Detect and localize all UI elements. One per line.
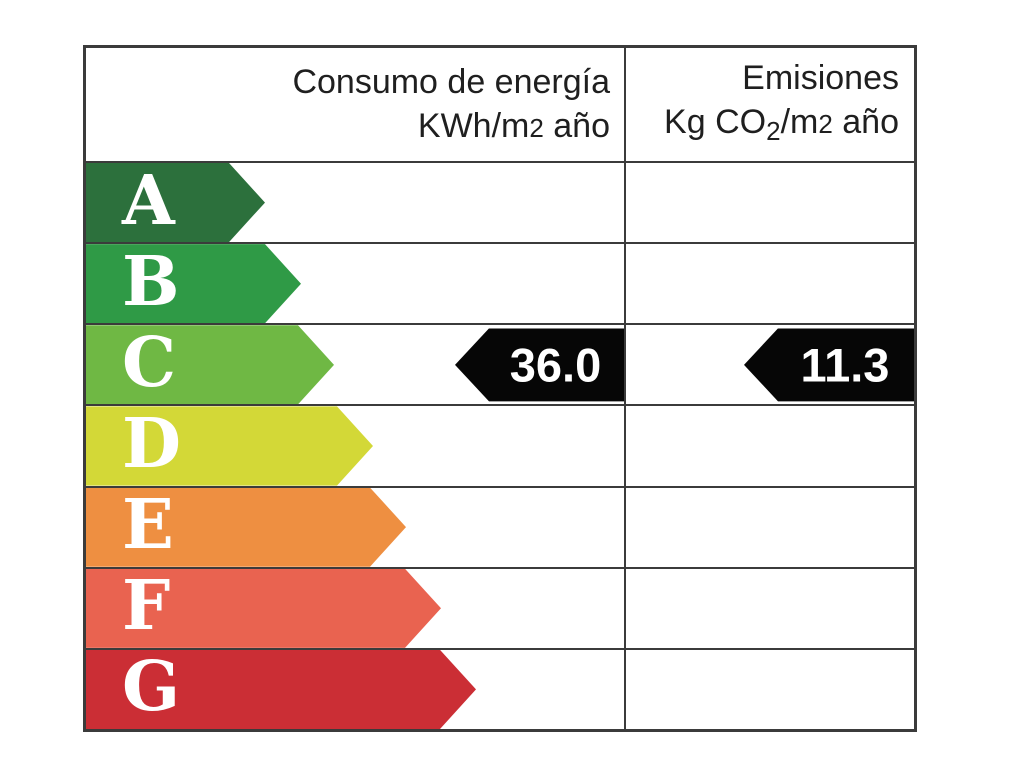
emissions-cell-a — [626, 163, 914, 242]
consumption-cell-d: D — [86, 406, 626, 486]
emissions-cell-g — [626, 650, 914, 729]
emissions-header: Emisiones Kg CO2/m2 año — [626, 48, 914, 161]
rating-row-g: G — [86, 649, 914, 729]
consumption-unit: KWh/m2 año — [417, 106, 610, 145]
rating-letter-e: E — [122, 485, 174, 566]
consumption-header: Consumo de energía KWh/m2 año — [86, 48, 626, 161]
rating-letter-d: D — [122, 403, 181, 484]
energy-rating-label: Consumo de energía KWh/m2 año Emisiones … — [83, 45, 917, 732]
header-row: Consumo de energía KWh/m2 año Emisiones … — [86, 48, 914, 163]
emissions-value-arrow: 11.3 — [744, 328, 914, 402]
rating-row-c: C 36.0 11.3 — [86, 325, 914, 407]
consumption-cell-c: C 36.0 — [86, 325, 626, 405]
rating-row-b: B — [86, 244, 914, 326]
emissions-title: Emisiones — [742, 59, 899, 97]
rating-letter-a: A — [122, 160, 175, 241]
emissions-cell-e — [626, 488, 914, 567]
consumption-cell-g: G — [86, 649, 626, 729]
rating-row-f: F — [86, 568, 914, 650]
consumption-cell-a: A — [86, 163, 626, 243]
consumption-value-arrow: 36.0 — [455, 328, 624, 402]
rating-bar-a: A — [86, 163, 265, 242]
emissions-cell-b — [626, 244, 914, 323]
emissions-cell-d — [626, 406, 914, 485]
consumption-cell-f: F — [86, 568, 626, 648]
rating-letter-g: G — [122, 647, 181, 728]
rating-bar-e: E — [86, 488, 406, 567]
rating-bar-d: D — [86, 406, 373, 485]
rating-bar-c: C — [86, 325, 334, 404]
rating-letter-b: B — [122, 241, 180, 322]
consumption-cell-b: B — [86, 244, 626, 324]
rating-row-e: E — [86, 487, 914, 569]
rating-row-d: D — [86, 406, 914, 488]
rating-rows: A B C 36.0 11.3 D E F G — [86, 163, 914, 729]
emissions-unit: Kg CO2/m2 año — [664, 103, 899, 146]
rating-letter-f: F — [122, 566, 171, 647]
rating-bar-g: G — [86, 650, 476, 729]
emissions-cell-c: 11.3 — [626, 325, 914, 404]
emissions-cell-f — [626, 569, 914, 648]
rating-letter-c: C — [122, 322, 177, 403]
rating-row-a: A — [86, 163, 914, 245]
consumption-title: Consumo de energía — [292, 62, 610, 101]
consumption-cell-e: E — [86, 487, 626, 567]
rating-bar-f: F — [86, 569, 441, 648]
rating-bar-b: B — [86, 244, 301, 323]
